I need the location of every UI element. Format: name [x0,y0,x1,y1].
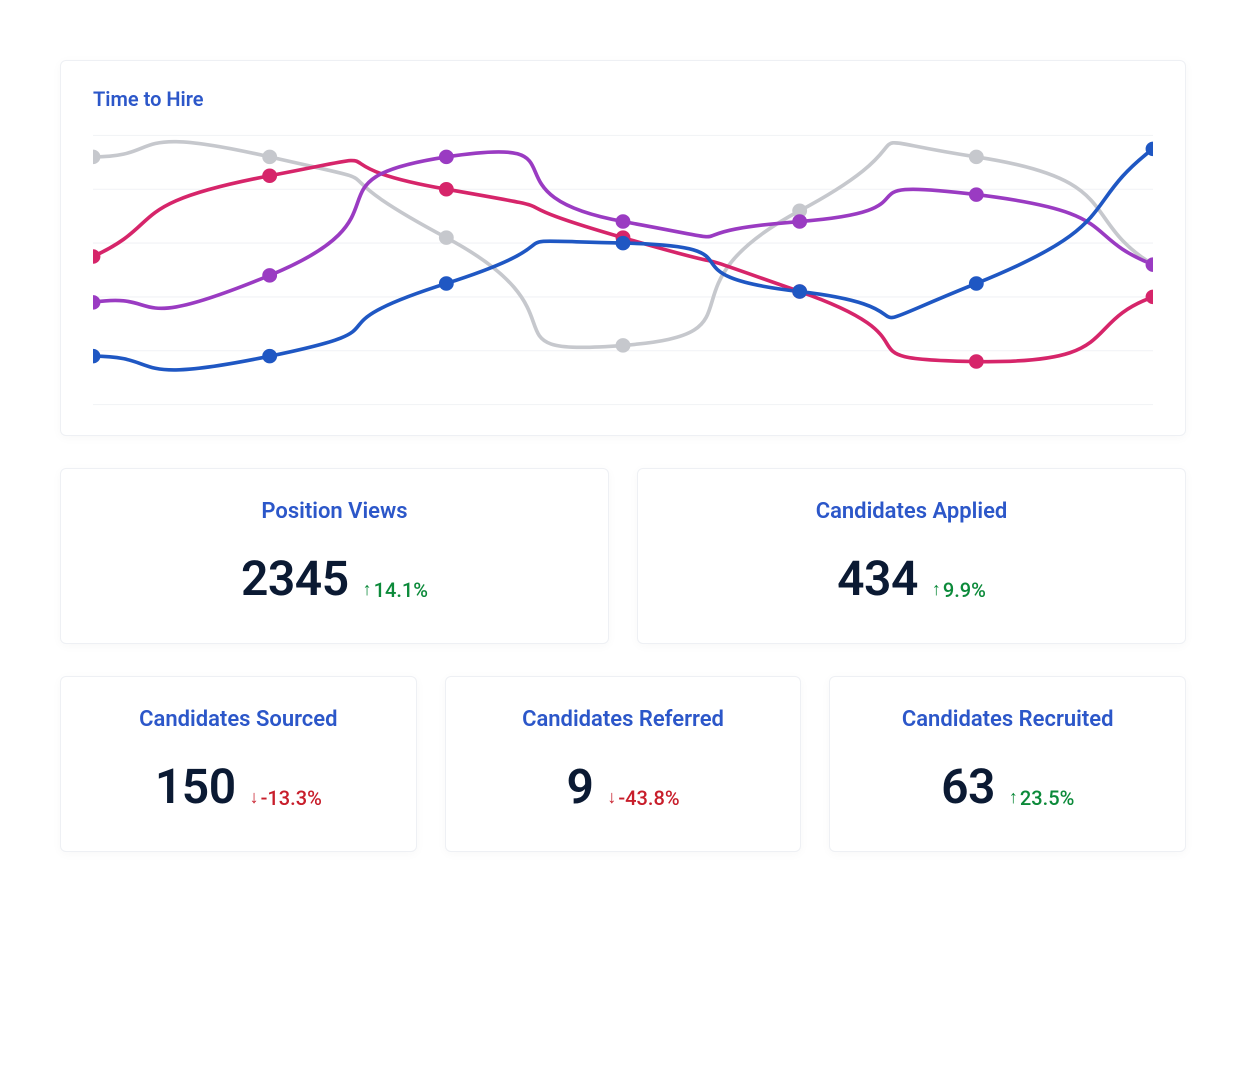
chart-dot-purple-4 [792,214,807,229]
chart-dot-grey-5 [969,150,984,165]
arrow-up-icon: ↑ [1009,789,1018,807]
chart-dot-magenta-6 [1146,290,1153,305]
chart-dot-purple-3 [616,214,631,229]
metrics-row-1: Position Views2345↑14.1%Candidates Appli… [60,468,1186,644]
metric-value: 9 [566,758,593,815]
arrow-up-icon: ↑ [932,581,941,599]
arrow-down-icon: ↓ [250,789,259,807]
metric-delta: ↓-43.8% [607,786,679,810]
metric-title: Position Views [261,499,407,524]
chart-title: Time to Hire [93,87,1153,111]
chart-dot-grey-3 [616,338,631,353]
metric-delta-text: 9.9% [943,578,986,602]
metric-title: Candidates Sourced [139,707,337,732]
metric-value: 2345 [241,550,349,607]
metric-card-candidates-sourced: Candidates Sourced 150 ↓-13.3% [60,676,417,852]
chart-dot-grey-1 [262,150,277,165]
chart-dot-magenta-1 [262,169,277,184]
metric-card-candidates-applied: Candidates Applied 434 ↑9.9% [637,468,1186,644]
metric-body: 2345 ↑14.1% [241,550,428,607]
chart-dot-blue-3 [616,236,631,251]
metric-delta-text: -43.8% [618,786,679,810]
chart-dot-grey-2 [439,230,454,245]
chart-series-purple [93,152,1153,309]
metric-card-candidates-referred: Candidates Referred 9 ↓-43.8% [445,676,802,852]
chart-dot-purple-1 [262,268,277,283]
dashboard: Time to Hire Position Views2345↑14.1%Can… [60,60,1186,852]
metric-body: 434 ↑9.9% [837,550,986,607]
metric-delta-text: 23.5% [1020,786,1074,810]
metrics-row-2: Candidates Sourced150↓-13.3%Candidates R… [60,676,1186,852]
metric-title: Candidates Recruited [902,707,1114,732]
chart-series-blue [93,149,1153,370]
metric-delta: ↓-13.3% [250,786,322,810]
metric-body: 9 ↓-43.8% [566,758,679,815]
chart-dot-blue-5 [969,276,984,291]
metric-body: 150 ↓-13.3% [155,758,322,815]
chart-dot-grey-0 [93,150,100,165]
chart-dot-blue-4 [792,284,807,299]
metric-card-candidates-recruited: Candidates Recruited 63 ↑23.5% [829,676,1186,852]
chart-series-magenta [93,160,1153,361]
chart-canvas [93,125,1153,415]
metric-value: 150 [155,758,236,815]
metric-delta: ↑14.1% [363,578,428,602]
chart-dot-purple-5 [969,187,984,202]
metric-card-position-views: Position Views 2345 ↑14.1% [60,468,609,644]
metric-delta: ↑9.9% [932,578,986,602]
arrow-down-icon: ↓ [607,789,616,807]
chart-dot-magenta-0 [93,249,100,264]
chart-dot-magenta-5 [969,354,984,369]
metric-delta-text: -13.3% [261,786,322,810]
chart-dot-blue-2 [439,276,454,291]
metric-value: 434 [837,550,918,607]
metric-body: 63 ↑23.5% [941,758,1074,815]
metric-value: 63 [941,758,995,815]
time-to-hire-chart-card: Time to Hire [60,60,1186,436]
metric-delta-text: 14.1% [374,578,428,602]
metric-title: Candidates Applied [816,499,1008,524]
metric-delta: ↑23.5% [1009,786,1074,810]
chart-dot-purple-2 [439,150,454,165]
arrow-up-icon: ↑ [363,581,372,599]
metric-title: Candidates Referred [522,707,724,732]
chart-dot-blue-1 [262,349,277,364]
chart-dot-magenta-2 [439,182,454,197]
